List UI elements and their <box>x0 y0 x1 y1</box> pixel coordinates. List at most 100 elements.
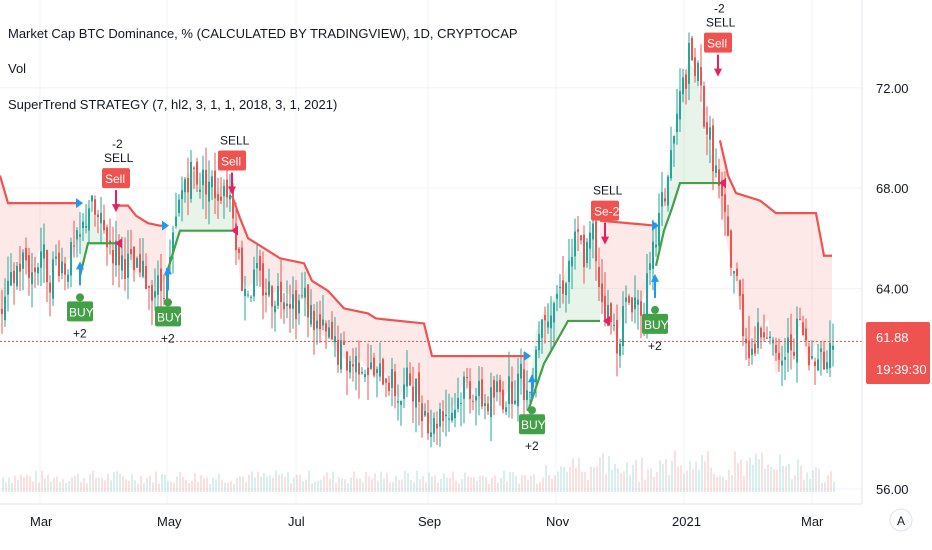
volume-bar <box>146 477 148 492</box>
candle-body <box>826 362 828 369</box>
volume-bar <box>374 473 376 492</box>
candle-body <box>805 328 807 341</box>
candle-body <box>148 286 150 288</box>
candle-body <box>517 373 519 407</box>
candle-body <box>646 273 648 317</box>
price-tick-label: 68.00 <box>876 181 909 196</box>
candle-body <box>388 382 390 391</box>
buy-arrow-head <box>76 261 84 270</box>
candle-body <box>553 303 555 323</box>
volume-bar <box>425 482 427 492</box>
volume-bar <box>206 477 208 492</box>
volume-bar <box>476 480 478 492</box>
supertrend-fill-up <box>528 233 600 412</box>
candle-body <box>340 340 342 370</box>
volume-bar <box>653 476 655 492</box>
candle-body <box>421 403 423 422</box>
candle-body <box>25 247 27 261</box>
volume-bar <box>515 476 517 492</box>
volume-bar <box>548 474 550 492</box>
sell-signal-extra: -2 <box>714 2 725 16</box>
price-axis[interactable] <box>862 0 932 504</box>
candle-body <box>568 260 570 282</box>
candle-body <box>418 372 420 403</box>
time-axis-ticks: Mar May Jul Sep Nov 2021 Mar <box>30 514 824 529</box>
volume-bar <box>584 471 586 492</box>
candle-body <box>427 412 429 434</box>
candle-body <box>175 216 177 227</box>
candle-body <box>130 249 132 255</box>
volume-bar <box>386 472 388 492</box>
candle-body <box>697 62 699 82</box>
entry-arrow-right <box>162 220 169 231</box>
volume-bar <box>626 462 628 492</box>
candle-body <box>448 418 450 420</box>
candle-body <box>247 294 249 296</box>
candle-body <box>754 343 756 354</box>
candle-body <box>205 170 207 195</box>
volume-indicator-label[interactable]: Vol <box>8 61 27 76</box>
volume-bar <box>509 472 511 492</box>
volume-bar <box>128 480 130 492</box>
candle-body <box>262 263 264 296</box>
symbol-title[interactable]: Market Cap BTC Dominance, % (CALCULATED … <box>8 26 518 41</box>
volume-bar <box>350 477 352 492</box>
buy-arrow-head <box>164 266 172 275</box>
candle-body <box>385 378 387 383</box>
candle-body <box>304 287 306 298</box>
candle-body <box>217 194 219 201</box>
candle-body <box>22 252 24 269</box>
volume-bar <box>593 467 595 492</box>
volume-bar <box>284 476 286 492</box>
candle-body <box>292 294 294 309</box>
candle-body <box>82 221 84 229</box>
time-tick-label: 2021 <box>672 514 701 529</box>
buy-dot <box>164 298 172 307</box>
volume-bar <box>92 470 94 492</box>
volume-bar <box>716 476 718 492</box>
sell-badge <box>218 150 246 171</box>
price-tick-label: 56.00 <box>876 482 909 497</box>
volume-bar <box>356 478 358 492</box>
volume-bar <box>167 480 169 492</box>
volume-bar <box>281 473 283 492</box>
candle-body <box>343 341 345 345</box>
candle-body <box>757 322 759 349</box>
candle-body <box>457 397 459 409</box>
candle-body <box>652 241 654 269</box>
volume-bar <box>479 476 481 492</box>
volume-bar <box>35 470 37 492</box>
supertrend-fill-down <box>0 175 80 314</box>
volume-bar <box>212 477 214 492</box>
candle-body <box>163 297 165 300</box>
candle-body <box>7 280 9 295</box>
strategy-indicator-label[interactable]: SuperTrend STRATEGY (7, hl2, 3, 1, 1, 20… <box>8 97 338 112</box>
volume-bar <box>29 476 31 492</box>
volume-bar <box>341 478 343 492</box>
volume-bar <box>362 482 364 492</box>
candle-body <box>397 401 399 403</box>
candle-body <box>4 296 6 321</box>
volume-bar <box>263 472 265 492</box>
auto-scale-button[interactable]: A <box>889 508 913 532</box>
candle-body <box>115 240 117 266</box>
volume-bar <box>14 475 16 492</box>
volume-bar <box>239 476 241 492</box>
candle-body <box>352 364 354 367</box>
volume-bar <box>809 478 811 492</box>
volume-bar <box>317 480 319 492</box>
volume-bar <box>41 470 43 492</box>
volume-bar <box>62 479 64 492</box>
candle-body <box>802 322 804 336</box>
time-axis[interactable] <box>0 504 862 550</box>
exit-arrow-left <box>603 315 610 326</box>
volume-bar <box>536 483 538 492</box>
volume-bar <box>761 452 763 492</box>
volume-bar <box>170 481 172 492</box>
candle-body <box>430 432 432 437</box>
candle-body <box>265 292 267 295</box>
candle-body <box>373 357 375 376</box>
volume-bar <box>311 483 313 492</box>
candle-body <box>574 231 576 257</box>
